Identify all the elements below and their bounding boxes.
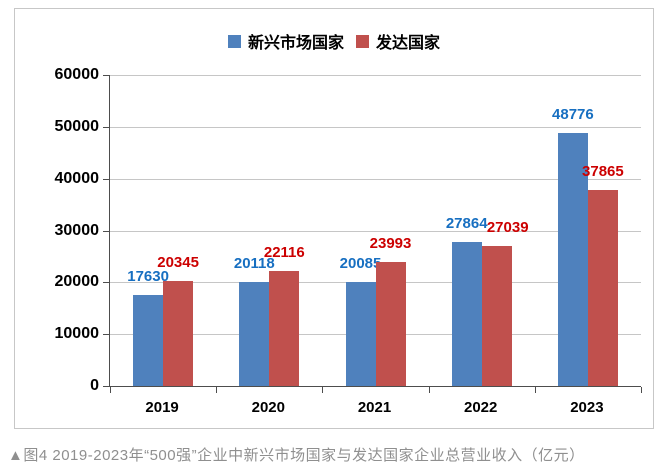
chart-legend: 新兴市场国家 发达国家 xyxy=(15,29,653,53)
y-tick xyxy=(103,230,109,232)
x-tick xyxy=(428,387,430,393)
x-tick xyxy=(534,387,536,393)
y-axis-label: 20000 xyxy=(54,273,100,291)
y-tick xyxy=(103,178,109,180)
legend-item: 新兴市场国家 xyxy=(227,29,344,53)
legend-item: 发达国家 xyxy=(356,29,440,53)
data-label: 27864 xyxy=(445,214,488,232)
chart-panel: 新兴市场国家 发达国家 17630 20345 20118 22116 20085 2399… xyxy=(14,8,654,429)
data-label: 23993 xyxy=(369,234,412,252)
gridline xyxy=(110,230,641,232)
x-axis-label: 2019 xyxy=(145,399,179,416)
x-tick xyxy=(216,387,218,393)
x-tick xyxy=(110,387,111,393)
data-label: 22116 xyxy=(263,244,305,262)
legend-swatch-icon xyxy=(227,34,241,48)
gridline xyxy=(110,178,641,180)
y-axis-label: 30000 xyxy=(54,221,100,239)
data-label: 17630 xyxy=(127,267,169,285)
bar-发达国家-2021 xyxy=(375,261,406,386)
y-axis-label: 40000 xyxy=(54,169,100,187)
gridline xyxy=(110,126,641,128)
data-label: 20118 xyxy=(233,254,275,272)
bar-新兴市场国家-2020 xyxy=(239,281,270,386)
y-axis-label: 50000 xyxy=(54,117,100,135)
data-label: 20345 xyxy=(157,253,199,271)
x-axis-label: 2023 xyxy=(570,399,604,416)
bar-发达国家-2020 xyxy=(269,271,300,386)
data-label: 27039 xyxy=(486,218,529,236)
y-tick xyxy=(103,282,109,284)
data-label: 48776 xyxy=(552,106,594,124)
y-axis-label: 10000 xyxy=(54,325,100,343)
legend-swatch-icon xyxy=(356,34,369,48)
bar-发达国家-2019 xyxy=(163,280,194,386)
gridline xyxy=(110,75,641,76)
y-tick xyxy=(103,334,109,336)
y-tick xyxy=(103,75,109,76)
data-label: 20085 xyxy=(339,254,382,272)
y-tick xyxy=(103,386,109,387)
bar-新兴市场国家-2021 xyxy=(345,281,376,386)
legend-label: 新兴市场国家 xyxy=(247,35,344,52)
x-axis-label: 2021 xyxy=(357,399,392,416)
bar-新兴市场国家-2023 xyxy=(557,133,588,386)
y-axis-label: 60000 xyxy=(54,66,100,83)
x-axis-label: 2020 xyxy=(251,399,285,416)
x-tick xyxy=(322,387,324,393)
bar-新兴市场国家-2019 xyxy=(133,294,164,386)
y-axis-label: 0 xyxy=(90,377,99,394)
y-tick xyxy=(103,126,109,128)
legend-label: 发达国家 xyxy=(376,35,441,52)
x-tick xyxy=(641,387,642,393)
x-axis-label: 2022 xyxy=(464,399,498,416)
figure-caption: ▲图4 2019-2023年“500强”企业中新兴市场国家与发达国家企业总营业收… xyxy=(8,447,585,464)
bar-发达国家-2022 xyxy=(481,245,512,386)
bar-新兴市场国家-2022 xyxy=(451,241,482,386)
data-label: 37865 xyxy=(582,162,624,180)
bar-发达国家-2023 xyxy=(587,189,618,386)
plot-area: 17630 20345 20118 22116 20085 23993 27864 27039… xyxy=(103,75,642,393)
